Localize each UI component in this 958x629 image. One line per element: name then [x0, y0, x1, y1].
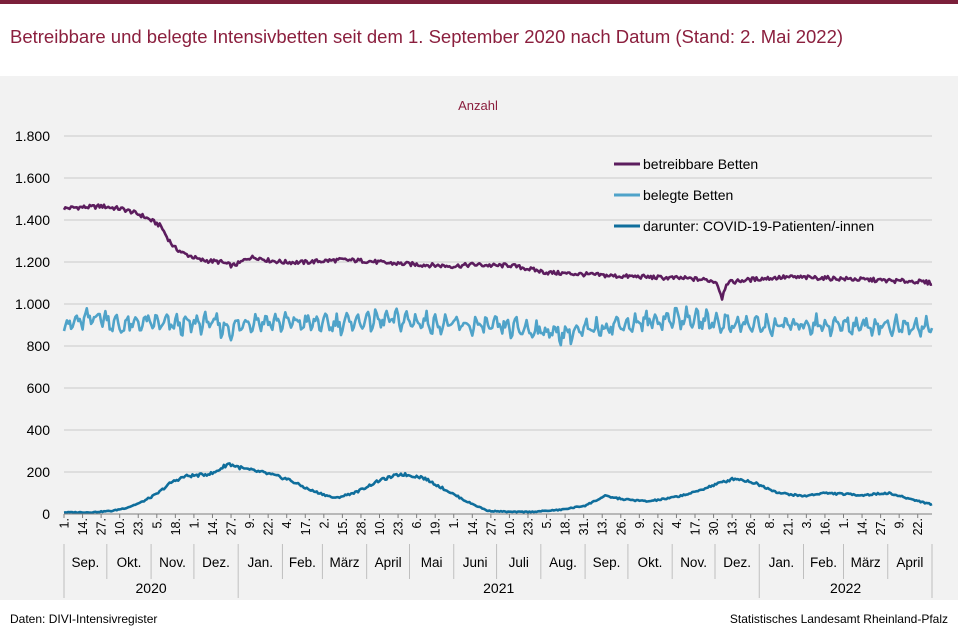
x-tick-label: 31. [577, 518, 591, 535]
x-tick-label: 27. [225, 518, 239, 535]
month-label: Dez. [202, 555, 230, 570]
x-tick-label: 13. [596, 518, 610, 535]
y-tick-label: 1.800 [15, 128, 50, 144]
x-tick-label: 22. [651, 518, 665, 535]
month-label: Jan. [248, 555, 274, 570]
title-separator [0, 70, 958, 76]
year-label: 2020 [136, 580, 167, 596]
publisher-note: Statistisches Landesamt Rheinland-Pfalz [729, 612, 948, 626]
y-tick-label: 1.600 [15, 170, 50, 186]
y-tick-label: 600 [27, 380, 51, 396]
month-label: März [851, 555, 881, 570]
x-tick-label: 2. [317, 518, 331, 528]
page-title: Betreibbare und belegte Intensivbetten s… [10, 26, 844, 47]
x-tick-label: 9. [243, 518, 257, 528]
month-label: Mai [421, 555, 443, 570]
x-tick-label: 22. [911, 518, 925, 535]
month-label: Nov. [680, 555, 707, 570]
x-tick-label: 5. [540, 518, 554, 528]
x-tick-label: 18. [559, 518, 573, 535]
source-note: Daten: DIVI-Intensivregister [10, 612, 158, 626]
y-tick-labels: 0 200 400 600 800 1.000 1.200 1.400 1.600 1.800 [15, 128, 50, 522]
legend-label-2: belegte Betten [643, 187, 733, 203]
month-label: Nov. [159, 555, 186, 570]
x-tick-label: 14. [76, 518, 90, 535]
y-tick-label: 1.400 [15, 212, 50, 228]
month-label: Dez. [723, 555, 751, 570]
x-tick-label: 26. [614, 518, 628, 535]
legend: betreibbare Betten belegte Betten darunter… [614, 156, 874, 234]
series-lines [62, 203, 934, 514]
series-line-1 [62, 203, 933, 301]
x-tick-label: 30. [707, 518, 721, 535]
x-tick-label: 18. [169, 518, 183, 535]
x-tick-label: 19. [429, 518, 443, 535]
y-tick-label: 400 [27, 422, 51, 438]
x-tick-label: 9. [893, 518, 907, 528]
x-tick-label: 4. [670, 518, 684, 528]
x-tick-label: 5. [150, 518, 164, 528]
x-tick-label: 15. [336, 518, 350, 535]
legend-label-3: darunter: COVID-19-Patienten/-innen [643, 218, 874, 234]
x-axis: 1. 14. 27. 10. 23. 5. 18. 1. 14. 27. 9. 22. 4. 17. 2. 1… [58, 513, 933, 598]
x-tick-label: 1. [58, 518, 72, 528]
series-line-3 [63, 462, 933, 514]
y-axis-label: Anzahl [458, 98, 498, 113]
series-line-2 [62, 305, 934, 347]
x-tick-label: 4. [280, 518, 294, 528]
x-tick-label: 1. [837, 518, 851, 528]
x-tick-label: 3. [800, 518, 814, 528]
month-label: Juli [509, 555, 529, 570]
y-tick-label: 0 [42, 506, 50, 522]
x-tick-label: 23. [521, 518, 535, 535]
legend-label-1: betreibbare Betten [643, 156, 758, 172]
month-label: Feb. [810, 555, 837, 570]
x-tick-label: 1. [187, 518, 201, 528]
x-tick-label: 21. [781, 518, 795, 535]
x-tick-label: 23. [132, 518, 146, 535]
year-label: 2021 [483, 580, 514, 596]
x-tick-label: 13. [726, 518, 740, 535]
x-tick-label: 27. [874, 518, 888, 535]
y-tick-label: 1.000 [15, 296, 50, 312]
x-tick-label: 28. [354, 518, 368, 535]
x-tick-label: 27. [95, 518, 109, 535]
grid-lines [64, 135, 932, 473]
x-tick-label: 10. [113, 518, 127, 535]
month-label: Sep. [72, 555, 100, 570]
y-tick-label: 1.200 [15, 254, 50, 270]
x-tick-label: 17. [299, 518, 313, 535]
x-tick-label: 27. [484, 518, 498, 535]
x-tick-label: 8. [763, 518, 777, 528]
x-tick-label: 14. [206, 518, 220, 535]
x-tick-label: 1. [447, 518, 461, 528]
month-label: Aug. [549, 555, 577, 570]
month-label: Feb. [289, 555, 316, 570]
month-label: Okt. [638, 555, 663, 570]
x-tick-label: 9. [633, 518, 647, 528]
x-tick-label: 16. [818, 518, 832, 535]
month-label: März [330, 555, 360, 570]
x-tick-label: 17. [689, 518, 703, 535]
x-tick-label: 10. [503, 518, 517, 535]
y-tick-label: 200 [27, 464, 51, 480]
month-label: Juni [463, 555, 488, 570]
year-label: 2022 [830, 580, 861, 596]
month-label: April [375, 555, 402, 570]
x-tick-label: 6. [410, 518, 424, 528]
x-tick-label: 23. [392, 518, 406, 535]
month-label: Sep. [593, 555, 621, 570]
y-tick-label: 800 [27, 338, 51, 354]
top-accent-bar [0, 0, 958, 4]
chart-panel [0, 76, 958, 600]
x-tick-label: 14. [466, 518, 480, 535]
x-tick-label: 10. [373, 518, 387, 535]
x-tick-label: 14. [856, 518, 870, 535]
month-label: Okt. [117, 555, 142, 570]
month-label: Jan. [769, 555, 795, 570]
month-label: April [896, 555, 923, 570]
x-tick-label: 22. [262, 518, 276, 535]
x-tick-label: 26. [744, 518, 758, 535]
